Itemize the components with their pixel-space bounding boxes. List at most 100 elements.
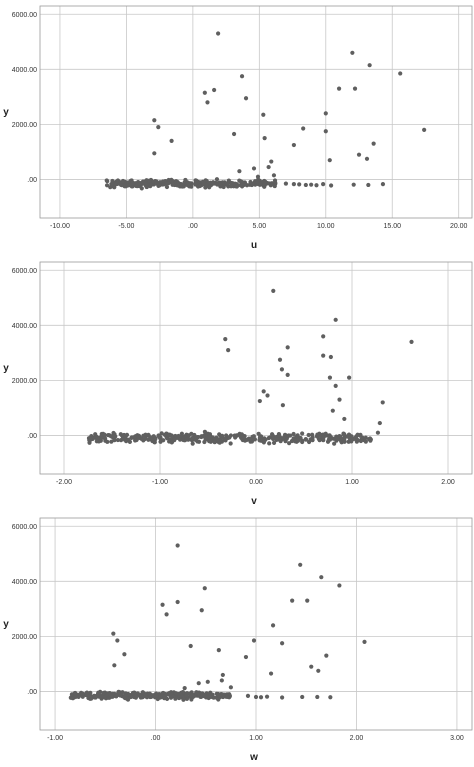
y-tick-label: .00 <box>27 689 37 696</box>
scatter-point <box>158 694 163 699</box>
scatter-point <box>199 694 204 699</box>
scatter-point <box>176 433 181 439</box>
scatter-point <box>105 179 110 184</box>
scatter-point <box>196 681 201 686</box>
scatter-point <box>316 668 321 673</box>
scatter-point <box>80 693 85 698</box>
scatter-point <box>321 353 326 358</box>
scatter-point <box>202 439 207 445</box>
scatter-point <box>352 86 358 91</box>
scatter-point <box>216 692 221 698</box>
scatter-point <box>319 575 324 580</box>
y-axis-title: y <box>3 107 9 118</box>
scatter-point <box>277 433 282 438</box>
scatter-point <box>161 438 166 443</box>
scatter-point <box>309 664 314 669</box>
scatter-point <box>277 357 283 362</box>
scatter-point <box>329 183 334 188</box>
scatter-point <box>169 178 174 183</box>
scatter-point <box>342 437 347 443</box>
scatter-point <box>156 183 161 189</box>
scatter-point <box>356 438 361 443</box>
scatter-point <box>350 50 355 55</box>
scatter-point <box>175 543 180 548</box>
scatter-point <box>253 694 259 700</box>
scatter-point <box>110 181 115 187</box>
scatter-point <box>95 436 100 441</box>
scatter-point <box>317 437 322 443</box>
x-tick-label: 1.00 <box>249 735 263 742</box>
scatter-point <box>255 174 261 179</box>
y-tick-label: 4000.00 <box>12 323 37 330</box>
scatter-point <box>301 126 306 131</box>
scatter-point <box>208 693 213 698</box>
x-tick-label: -1.00 <box>152 479 168 486</box>
scatter-point <box>154 691 159 696</box>
scatter-point <box>326 433 331 438</box>
scatter-point <box>184 432 189 437</box>
scatter-point <box>119 183 124 188</box>
scatter-point <box>226 348 231 353</box>
scatter-point <box>223 336 228 342</box>
scatter-point <box>109 693 114 698</box>
y-tick-label: 4000.00 <box>12 67 37 74</box>
scatter-point <box>101 690 107 695</box>
scatter-point <box>323 111 328 116</box>
scatter-point <box>182 686 187 691</box>
scatter-point <box>176 692 181 697</box>
scatter-point <box>147 691 152 697</box>
scatter-point <box>309 182 314 187</box>
scatter-point <box>166 181 171 186</box>
scatter-point <box>103 436 108 441</box>
scatter-point <box>332 441 337 446</box>
scatter-point <box>291 182 296 187</box>
scatter-point <box>197 183 203 188</box>
scatter-point <box>150 693 156 698</box>
scatter-point <box>268 671 274 676</box>
scatter-point <box>291 431 296 437</box>
scatter-point <box>228 441 233 446</box>
scatter-point <box>244 437 249 442</box>
scatter-point <box>135 182 140 187</box>
scatter-point <box>156 433 161 438</box>
scatter-point <box>205 100 210 105</box>
x-tick-label: 20.00 <box>450 223 468 230</box>
scatter-point <box>261 389 266 394</box>
scatter-point <box>201 181 206 187</box>
scatter-point <box>133 695 138 700</box>
scatter-point <box>190 436 195 441</box>
y-tick-label: .00 <box>27 177 37 184</box>
scatter-point <box>266 164 271 170</box>
scatter-point <box>141 438 146 443</box>
scatter-point <box>341 432 346 437</box>
scatter-point <box>274 437 279 442</box>
scatter-point <box>168 692 173 697</box>
scatter-point <box>342 416 347 422</box>
y-tick-label: .00 <box>27 433 37 440</box>
scatter-point <box>150 437 155 442</box>
scatter-point <box>214 177 220 182</box>
scatter-point <box>212 440 217 445</box>
scatter-point <box>327 375 333 380</box>
scatter-point <box>298 562 303 567</box>
scatter-point <box>221 692 227 697</box>
scatter-point <box>323 129 328 134</box>
x-tick-label: 2.00 <box>350 735 364 742</box>
scatter-point <box>147 178 152 183</box>
scatter-point <box>161 182 166 187</box>
scatter-point <box>168 695 174 700</box>
y-axis-title: y <box>3 363 9 374</box>
scatter-point <box>336 86 342 91</box>
scatter-point <box>267 441 272 446</box>
scatter-point <box>220 433 225 438</box>
scatter-point <box>286 433 291 438</box>
scatter-point <box>173 433 178 439</box>
scatter-point <box>279 367 285 372</box>
scatter-point <box>358 432 363 437</box>
x-tick-label: -10.00 <box>50 223 70 230</box>
scatter-point <box>88 436 93 442</box>
scatter-point <box>175 599 180 605</box>
scatter-point <box>262 136 267 141</box>
chart-w: -1.00 .00 1.00 2.00 3.00 .00 2000.00 4000.00 600… <box>3 517 473 763</box>
scatter-point <box>251 166 257 171</box>
